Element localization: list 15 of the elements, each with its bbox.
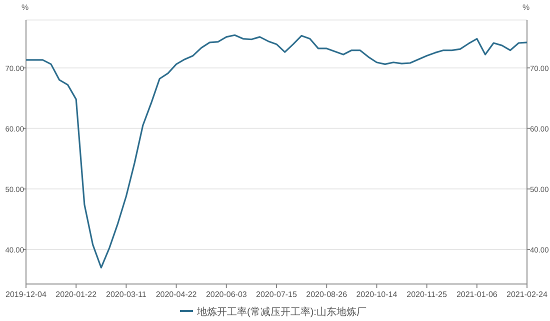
x-tick-label: 2020-08-26 xyxy=(306,290,348,299)
x-tick-label: 2020-06-03 xyxy=(206,290,248,299)
x-tick-label: 2021-01-06 xyxy=(456,290,498,299)
x-tick-label: 2020-11-25 xyxy=(406,290,448,299)
x-tick-label: 2020-01-22 xyxy=(56,290,98,299)
y2-axis-title: % xyxy=(522,3,530,12)
x-tick-label: 2021-02-24 xyxy=(506,290,548,299)
line-series xyxy=(25,34,528,268)
x-tick-label: 2020-03-11 xyxy=(106,290,147,299)
x-tick-label: 2020-10-14 xyxy=(356,290,398,299)
x-tick-label: 2020-07-15 xyxy=(256,290,298,299)
legend-label: 地炼开工率(常减压开工率):山东地炼厂 xyxy=(196,306,366,318)
x-tick-label: 2019-12-04 xyxy=(6,290,48,299)
x-tick-label: 2020-04-22 xyxy=(156,290,198,299)
y-axis-title: % xyxy=(21,3,29,12)
